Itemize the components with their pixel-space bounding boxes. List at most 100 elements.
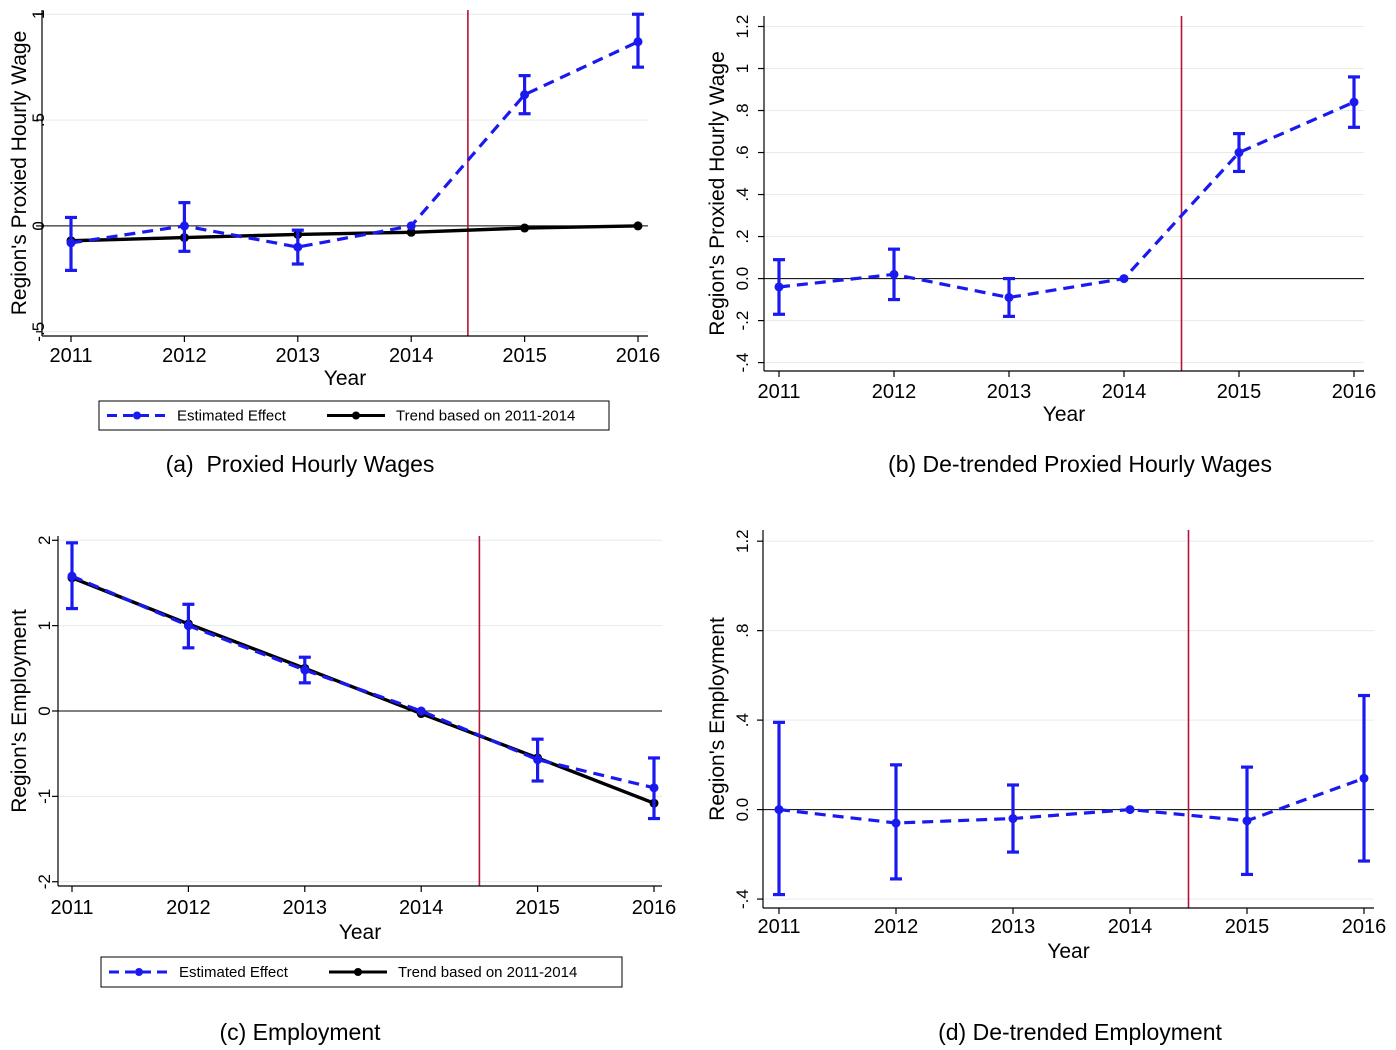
x-tick-label-0: 2011: [50, 897, 93, 919]
estimate-point-2016: [1359, 773, 1369, 783]
x-tick-label-2: 2013: [987, 381, 1032, 403]
x-tick-label-2: 2013: [991, 916, 1036, 938]
x-tick-label-4: 2015: [1225, 916, 1270, 938]
panel-c-employment: -2 -1 0 1 2 2011 2012 2013 2014 2015 2016 Year Regio…: [8, 536, 676, 1045]
x-tick-label-3: 2014: [399, 897, 444, 919]
legend-trend-marker: [352, 411, 360, 420]
trend-point-2016: [633, 221, 643, 231]
y-tick-label-4: .4: [733, 187, 752, 201]
legend: Estimated Effect Trend based on 2011-2014: [98, 400, 610, 431]
panel-b-detrended-proxied-hourly-wages: -.4 -.2 0.0 .2 .4 .6 .8 1 1.2 2011 2012 2013 2014 201…: [706, 15, 1376, 477]
estimate-point-2014: [1125, 805, 1135, 815]
panel-a-proxied-hourly-wages: -.5 0 .5 1 2011 2012 2013 2014 2015 2016 Year Regio…: [8, 9, 660, 477]
x-tick-label-5: 2016: [1332, 381, 1377, 403]
x-tick-label-3: 2014: [389, 345, 434, 367]
estimate-point-2012: [179, 221, 189, 231]
y-tick-label-5: .6: [733, 145, 752, 159]
y-tick-label-0: -.4: [733, 353, 752, 373]
panel-caption: (b) De-trended Proxied Hourly Wages: [888, 451, 1272, 477]
estimate-point-2013: [1004, 292, 1014, 302]
x-tick-label-4: 2015: [1217, 381, 1262, 403]
x-tick-label-4: 2015: [502, 345, 547, 367]
panel-caption: (c) Employment: [219, 1019, 381, 1045]
y-tick-label-0: -.5: [29, 322, 48, 342]
y-tick-label-6: .8: [733, 103, 752, 117]
estimate-point-2013: [293, 242, 303, 252]
estimate-point-2015: [533, 755, 543, 765]
x-tick-label-4: 2015: [515, 897, 560, 919]
estimate-point-2013: [1008, 814, 1018, 824]
y-tick-label-1: -.2: [733, 311, 752, 331]
y-tick-label-1: 0.0: [733, 798, 752, 822]
x-tick-label-0: 2011: [49, 345, 92, 367]
estimate-point-2011: [774, 805, 784, 815]
legend: Estimated Effect Trend based on 2011-2014: [100, 956, 623, 988]
estimate-point-2015: [1242, 816, 1252, 826]
estimate-point-2012: [891, 818, 901, 828]
trend-point-2015: [520, 223, 530, 233]
x-tick-label-3: 2014: [1102, 381, 1147, 403]
y-tick-label-7: 1: [733, 64, 752, 73]
estimate-point-2011: [67, 571, 77, 581]
trend-point-2014: [406, 227, 416, 237]
estimate-point-2015: [1234, 148, 1244, 158]
x-tick-label-1: 2012: [166, 897, 211, 919]
estimate-point-2016: [1349, 97, 1359, 107]
y-tick-label-3: 1: [35, 621, 54, 630]
legend-label-trend: Trend based on 2011-2014: [396, 408, 575, 425]
y-axis-title: Region's Proxied Hourly Wage: [706, 51, 729, 336]
y-tick-label-4: 2: [35, 536, 54, 545]
x-tick-label-1: 2012: [874, 916, 919, 938]
estimate-point-2014: [1119, 274, 1129, 284]
x-tick-label-3: 2014: [1108, 916, 1153, 938]
y-tick-label-2: .5: [29, 113, 48, 127]
legend-estimate-marker: [135, 968, 143, 976]
trend-series-line: [70, 224, 639, 243]
x-axis-title: Year: [324, 367, 366, 390]
x-tick-label-0: 2011: [757, 381, 800, 403]
estimate-point-2012: [889, 269, 899, 279]
y-tick-label-3: .8: [733, 624, 752, 638]
y-tick-label-0: -2: [35, 874, 54, 889]
panel-d-detrended-employment: -.4 0.0 .4 .8 1.2 2011 2012 2013 2014 2015 2016 Yea…: [706, 529, 1386, 1045]
y-axis-title: Region's Proxied Hourly Wage: [8, 31, 31, 316]
x-tick-label-5: 2016: [1342, 916, 1387, 938]
y-axis-title: Region's Employment: [8, 609, 31, 813]
x-axis-title: Year: [1043, 403, 1085, 426]
estimate-series-line: [778, 776, 1365, 825]
x-axis-title: Year: [1047, 940, 1089, 963]
x-tick-label-0: 2011: [757, 916, 800, 938]
estimate-point-2014: [416, 706, 426, 716]
legend-estimate-marker: [133, 411, 141, 420]
y-tick-label-4: 1.2: [733, 529, 752, 553]
estimate-point-2016: [649, 783, 659, 793]
panel-caption: (a) Proxied Hourly Wages: [166, 451, 435, 477]
estimate-point-2015: [520, 90, 530, 100]
y-tick-label-2: 0: [35, 706, 54, 715]
y-tick-label-1: -1: [35, 789, 54, 804]
y-tick-label-2: 0.0: [733, 267, 752, 291]
y-tick-label-8: 1.2: [733, 15, 752, 39]
panel-caption: (d) De-trended Employment: [938, 1019, 1222, 1045]
y-axis-title: Region's Employment: [706, 617, 729, 821]
estimate-point-2013: [300, 665, 310, 675]
estimate-point-2011: [66, 238, 76, 248]
legend-label-trend: Trend based on 2011-2014: [398, 964, 577, 981]
estimate-series-line: [71, 574, 655, 790]
x-tick-label-5: 2016: [616, 345, 661, 367]
legend-label-estimate: Estimated Effect: [177, 408, 287, 425]
y-tick-label-1: 0: [29, 221, 48, 230]
y-tick-label-2: .4: [733, 713, 752, 727]
x-axis-title: Year: [339, 921, 381, 944]
x-tick-label-2: 2013: [283, 897, 328, 919]
estimate-point-2011: [774, 282, 784, 292]
x-tick-label-5: 2016: [632, 897, 677, 919]
x-tick-label-1: 2012: [872, 381, 917, 403]
y-tick-label-0: -.4: [733, 889, 752, 909]
legend-label-estimate: Estimated Effect: [179, 964, 289, 981]
y-tick-label-3: .2: [733, 229, 752, 243]
estimate-series-line: [778, 100, 1355, 300]
x-tick-label-1: 2012: [162, 345, 207, 367]
estimate-point-2016: [633, 37, 643, 47]
